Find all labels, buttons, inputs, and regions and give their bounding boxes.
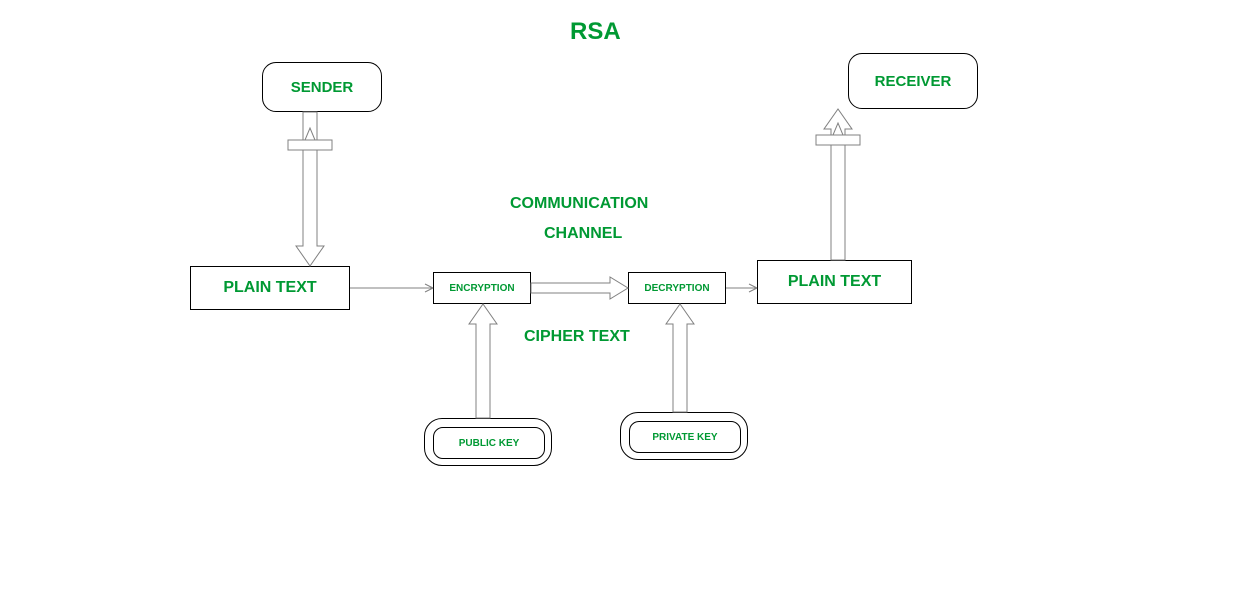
arrow-layer — [0, 0, 1235, 594]
comm-channel-label-1: COMMUNICATION — [510, 195, 648, 213]
private-key-inner: PRIVATE KEY — [629, 421, 741, 453]
plain-text-left-node: PLAIN TEXT — [190, 266, 350, 310]
sender-node: SENDER — [262, 62, 382, 112]
diagram-canvas: RSA COMMUNICATION CHANNEL CIPHER TEXT SE… — [0, 0, 1235, 594]
receiver-node: RECEIVER — [848, 53, 978, 109]
plain-text-right-node: PLAIN TEXT — [757, 260, 912, 304]
diagram-title: RSA — [570, 18, 621, 46]
public-key-inner: PUBLIC KEY — [433, 427, 545, 459]
encryption-node: ENCRYPTION — [433, 272, 531, 304]
public-key-node: PUBLIC KEY — [424, 418, 552, 466]
comm-channel-label-2: CHANNEL — [544, 225, 622, 243]
decryption-node: DECRYPTION — [628, 272, 726, 304]
private-key-node: PRIVATE KEY — [620, 412, 748, 460]
cipher-text-label: CIPHER TEXT — [524, 328, 630, 346]
